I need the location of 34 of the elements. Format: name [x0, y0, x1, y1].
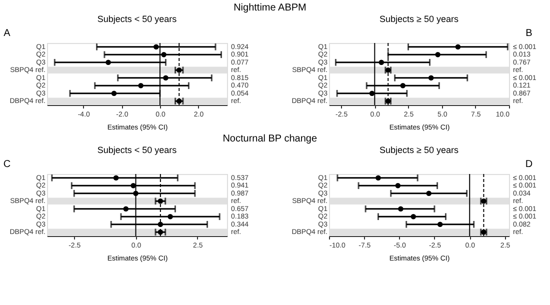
text: Nighttime ABPM — [234, 2, 306, 14]
point — [154, 44, 159, 50]
point — [133, 190, 138, 196]
point — [395, 182, 401, 188]
point — [455, 44, 461, 50]
text: Nocturnal BP change — [222, 134, 318, 144]
text: B — [526, 28, 533, 39]
text: D — [525, 159, 533, 170]
point — [398, 206, 404, 212]
chart-title: Subjects < 50 years — [97, 145, 178, 155]
point — [437, 222, 443, 228]
point — [113, 175, 119, 181]
point — [378, 60, 384, 66]
point — [410, 214, 416, 220]
chart-title: Subjects ≥ 50 years — [380, 14, 459, 24]
point — [158, 222, 164, 228]
point — [435, 52, 440, 58]
point — [106, 60, 111, 66]
point — [376, 175, 381, 181]
point — [400, 82, 406, 88]
point — [369, 90, 375, 96]
point — [428, 75, 434, 81]
point — [161, 52, 166, 58]
chart-title: Subjects ≥ 50 years — [380, 145, 459, 155]
point — [123, 206, 129, 212]
text: A — [4, 28, 11, 39]
point — [426, 190, 432, 196]
point — [138, 82, 144, 88]
point — [168, 214, 173, 220]
chart-title: Subjects < 50 years — [97, 14, 178, 24]
point — [111, 90, 117, 96]
point — [163, 75, 168, 81]
point — [130, 182, 136, 188]
text: C — [3, 159, 11, 170]
